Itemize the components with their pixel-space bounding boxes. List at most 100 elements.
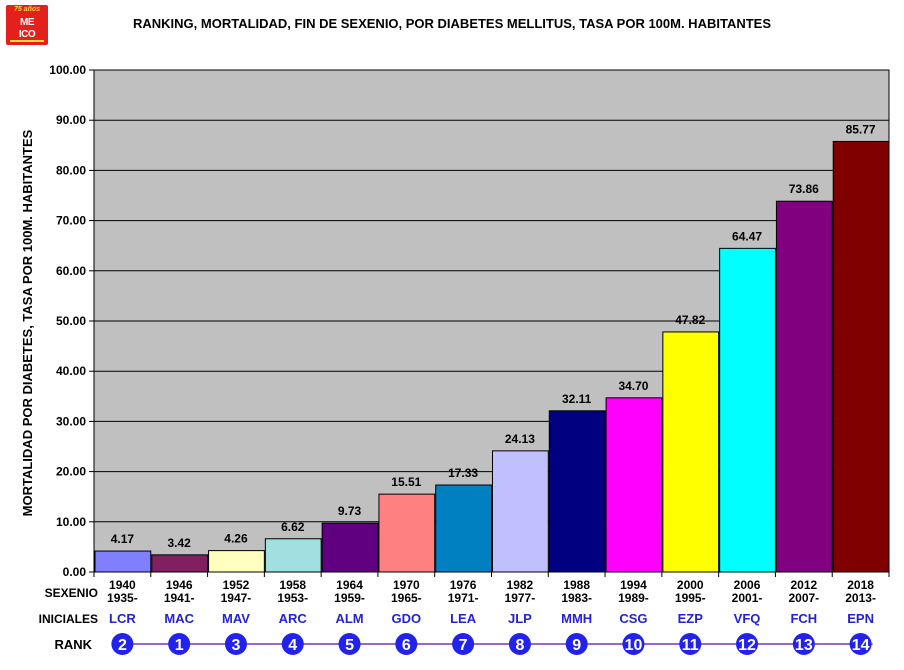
sexenio-start-year: 1965- [391,591,422,605]
row-label-iniciales: INICIALES [39,612,98,626]
bars: 4.17 3.42 4.26 6.62 9.73 15.51 17.33 24.13 32.11… [94,122,890,573]
sexenio-end-year: 1976 [450,578,477,592]
sexenio-end-year: 2006 [734,578,761,592]
president-initials: VFQ [734,611,761,626]
sexenio-start-year: 2013- [845,591,876,605]
president-initials: GDO [392,611,422,626]
bar [662,331,720,573]
y-tick-label: 90.00 [56,113,86,127]
data-label: 73.86 [789,182,819,196]
data-label: 64.47 [732,229,762,243]
rank-badge [736,633,759,655]
sexenio-start-year: 1971- [448,591,479,605]
y-axis-label: MORTALIDAD POR DIABETES, TASA POR 100M. … [20,129,35,516]
data-label: 17.33 [448,466,478,480]
rank-badge [565,633,588,655]
data-label: 85.77 [846,122,876,136]
data-label: 3.42 [167,536,191,550]
y-tick-label: 60.00 [56,264,86,278]
y-tick-label: 70.00 [56,214,86,228]
rank-number: 2 [118,637,127,654]
sexenio-start-year: 1935- [107,591,138,605]
data-label: 34.70 [618,379,648,393]
rank-number: 1 [175,637,184,654]
bar [605,397,663,573]
rank-number: 10 [625,637,643,654]
y-tick-label: 40.00 [56,364,86,378]
rank-number: 3 [232,637,241,654]
sexenio-end-year: 1964 [336,578,363,592]
president-initials: EZP [678,611,704,626]
rank-badge [395,633,418,655]
rank-number: 5 [345,637,354,654]
sexenio-start-year: 1953- [277,591,308,605]
sexenio-end-year: 1970 [393,578,420,592]
sexenio-start-year: 1977- [505,591,536,605]
bar [151,554,209,573]
rank-badge [281,633,304,655]
bar [321,522,379,573]
sexenio-end-year: 1940 [109,578,136,592]
logo-line-2: ME [20,17,35,28]
sexenio-start-year: 1947- [221,591,252,605]
rank-badge [792,633,815,655]
rank-number: 11 [682,637,699,654]
president-initials: LCR [109,611,136,626]
bar [435,484,493,573]
row-label-rank: RANK [54,637,92,652]
rank-badge [452,633,475,655]
data-label: 32.11 [562,392,592,406]
bar [264,538,322,573]
president-initials: EPN [847,611,874,626]
rank-number: 9 [572,637,581,654]
sexenio-start-year: 2007- [788,591,819,605]
rank-badge [224,633,247,655]
sexenio-end-year: 1994 [620,578,647,592]
y-tick-label: 80.00 [56,163,86,177]
data-label: 15.51 [391,475,421,489]
y-tick-label: 30.00 [56,414,86,428]
president-initials: ARC [279,611,308,626]
chart-title: RANKING, MORTALIDAD, FIN DE SEXENIO, POR… [133,16,771,31]
data-label: 47.82 [675,313,705,327]
rank-badge [111,633,134,655]
rank-badge [338,633,361,655]
bar [492,450,549,573]
bar [378,493,436,573]
president-initials: MMH [561,611,592,626]
rank-badge [168,633,191,655]
sexenio-end-year: 2018 [847,578,874,592]
rank-number: 14 [852,637,870,654]
president-initials: FCH [790,611,817,626]
sexenio-end-year: 1958 [279,578,306,592]
data-label: 9.73 [338,504,362,518]
y-tick-label: 10.00 [56,515,86,529]
rank-number: 8 [515,637,524,654]
president-initials: JLP [508,611,532,626]
bar [208,550,265,573]
sexenio-end-year: 1946 [166,578,193,592]
sexenio-end-year: 1982 [507,578,534,592]
category-table: SEXENIOINICIALESRANK19401935-LCR21946194… [39,572,890,655]
sexenio-start-year: 1995- [675,591,706,605]
rank-number: 13 [795,637,813,654]
president-initials: CSG [619,611,647,626]
sexenio-end-year: 1988 [563,578,590,592]
sexenio-start-year: 1941- [164,591,195,605]
rank-number: 12 [738,637,756,654]
logo-line-3: ICO [18,29,36,40]
data-label: 4.26 [224,532,248,546]
data-label: 4.17 [111,532,135,546]
sexenio-end-year: 2000 [677,578,704,592]
president-initials: LEA [450,611,477,626]
y-tick-label: 100.00 [49,63,86,77]
president-initials: ALM [335,611,363,626]
rank-badge [622,633,645,655]
data-label: 24.13 [505,432,535,446]
sexenio-start-year: 2001- [732,591,763,605]
logo-line-1: 75 años [13,6,41,13]
rank-number: 7 [459,637,468,654]
sexenio-end-year: 2012 [790,578,817,592]
bar [832,140,890,573]
